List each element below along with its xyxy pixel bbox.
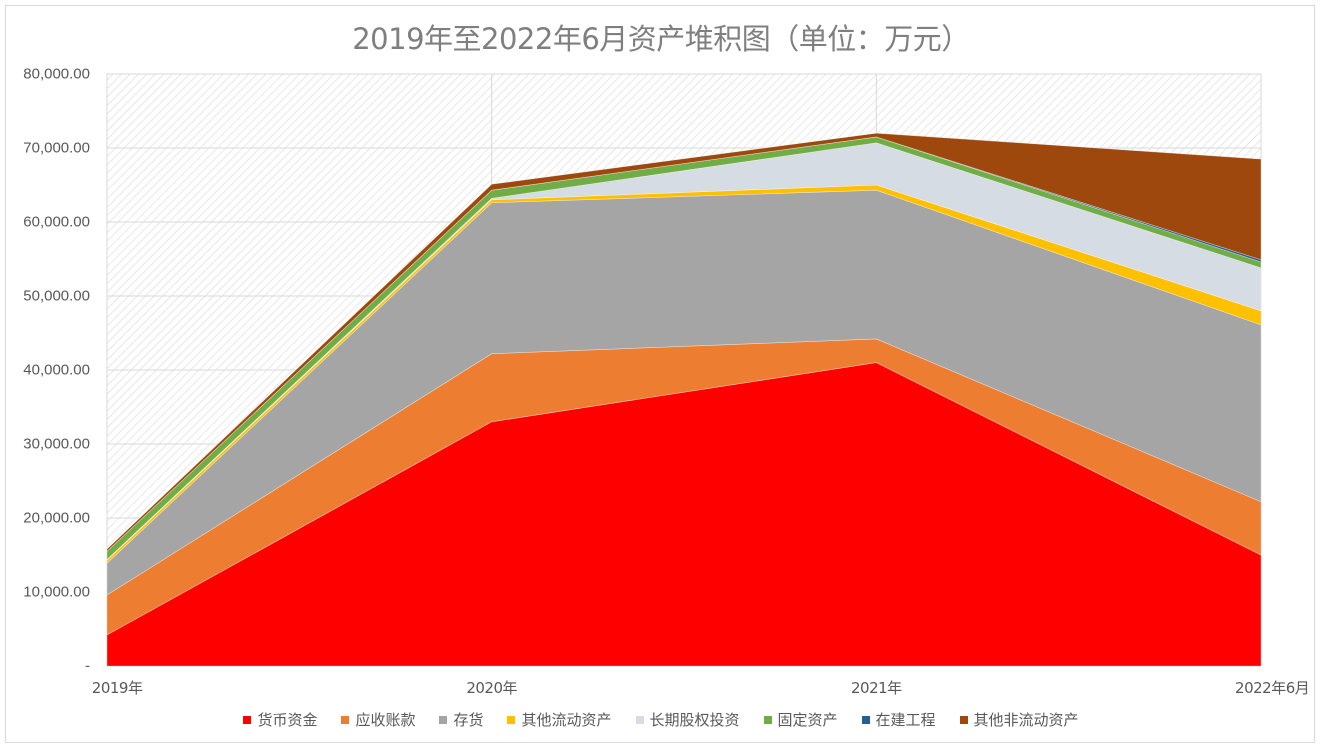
y-tick-label: 30,000.00	[23, 435, 90, 453]
legend-label: 货币资金	[257, 711, 318, 729]
area-series-7	[106, 132, 1262, 552]
legend-item[interactable]: 长期股权投资	[635, 709, 740, 730]
legend-label: 固定资产	[777, 711, 838, 729]
y-tick-label: -	[85, 657, 90, 675]
legend-item[interactable]: 其他非流动资产	[959, 709, 1079, 730]
legend-item[interactable]: 应收账款	[341, 709, 415, 730]
x-tick-label: 2020年	[466, 679, 517, 697]
legend-label: 其他非流动资产	[973, 711, 1079, 729]
y-tick-label: 80,000.00	[23, 65, 90, 83]
chart-title: 2019年至2022年6月资产堆积图（单位：万元）	[352, 22, 970, 56]
legend-item[interactable]: 其他流动资产	[507, 709, 612, 730]
legend-swatch-icon	[635, 715, 644, 724]
legend-swatch-icon	[763, 715, 772, 724]
y-tick-label: 40,000.00	[23, 361, 90, 379]
legend-swatch-icon	[507, 715, 516, 724]
legend: 货币资金 应收账款 存货 其他流动资产 长期股权投资 固定资产 在建工程 其他非流动资产	[0, 709, 1322, 730]
x-tick-label: 2019年	[91, 679, 143, 697]
legend-label: 长期股权投资	[649, 711, 740, 729]
legend-swatch-icon	[439, 715, 448, 724]
legend-swatch-icon	[243, 715, 252, 724]
y-tick-label: 70,000.00	[23, 139, 90, 157]
legend-item[interactable]: 在建工程	[861, 709, 936, 730]
stacked-areas	[106, 132, 1262, 667]
legend-swatch-icon	[341, 715, 350, 724]
x-tick-label: 2021年	[850, 679, 902, 697]
legend-label: 应收账款	[355, 711, 416, 729]
legend-item[interactable]: 货币资金	[243, 709, 317, 730]
legend-item[interactable]: 存货	[439, 709, 483, 730]
y-tick-label: 50,000.00	[23, 287, 90, 305]
legend-label: 在建工程	[875, 711, 936, 729]
legend-swatch-icon	[861, 715, 870, 724]
x-tick-label: 2022年6月	[1235, 679, 1310, 697]
y-tick-label: 10,000.00	[23, 583, 90, 601]
legend-swatch-icon	[959, 715, 968, 724]
legend-item[interactable]: 固定资产	[763, 709, 838, 730]
legend-label: 存货	[453, 711, 484, 729]
legend-label: 其他流动资产	[521, 711, 612, 729]
y-tick-label: 60,000.00	[23, 213, 90, 231]
y-tick-label: 20,000.00	[23, 509, 90, 527]
